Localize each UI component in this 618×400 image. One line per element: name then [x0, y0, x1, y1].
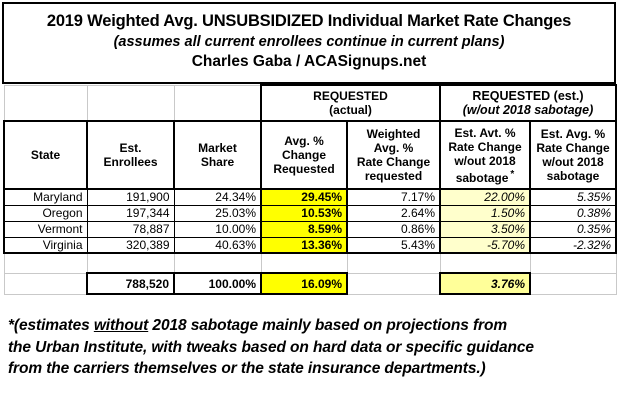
col-header-market-share: Market Share — [173, 120, 262, 190]
col-header-est-avg: Est. Avg. % Rate Change w/out 2018 sabot… — [529, 120, 617, 190]
cell-enrollees: 191,900 — [86, 188, 175, 206]
footnote-asterisk: * — [510, 168, 515, 180]
blank-cell — [173, 252, 262, 274]
cell-weighted-avg-requested: 5.43% — [346, 236, 441, 254]
blank-cell — [346, 252, 441, 274]
cell-est-avg: 0.38% — [529, 204, 617, 222]
total-market-share: 100.00% — [173, 272, 262, 295]
blank-cell — [86, 252, 175, 274]
cell-avg-change-requested: 29.45% — [260, 188, 348, 206]
cell-weighted-avg-requested: 7.17% — [346, 188, 441, 206]
table-row-virginia: Virginia 320,389 40.63% 13.36% 5.43% -5.… — [3, 236, 617, 254]
blank-cell — [3, 252, 88, 274]
page-subtitle: (assumes all current enrollees continue … — [113, 34, 505, 50]
cell-est-avt: 22.00% — [439, 188, 531, 206]
total-avg-change-requested: 16.09% — [260, 272, 348, 295]
col-header-state: State — [3, 120, 88, 190]
cell-avg-change-requested: 13.36% — [260, 236, 348, 254]
blank-cell — [529, 272, 617, 295]
footnote-rest: 2018 sabotage mainly based on projection… — [8, 317, 534, 377]
cell-market-share: 10.00% — [173, 220, 262, 238]
rate-change-table: REQUESTED (actual) REQUESTED (est.) (w/o… — [3, 84, 617, 295]
blank-cell — [3, 272, 88, 295]
col-header-enrollees: Est. Enrollees — [86, 120, 175, 190]
blank-cell — [529, 252, 617, 274]
footnote-underlined-word: without — [93, 317, 149, 334]
cell-est-avg: 0.35% — [529, 220, 617, 238]
cell-enrollees: 197,344 — [86, 204, 175, 222]
group-header-requested-est: REQUESTED (est.) (w/out 2018 sabotage) — [439, 84, 617, 122]
spacer-row — [3, 252, 617, 274]
byline: Charles Gaba / ACASignups.net — [191, 53, 427, 70]
cell-state: Virginia — [3, 236, 88, 254]
cell-market-share: 40.63% — [173, 236, 262, 254]
group-header-requested-actual: REQUESTED (actual) — [260, 84, 441, 122]
cell-state: Maryland — [3, 188, 88, 206]
cell-weighted-avg-requested: 0.86% — [346, 220, 441, 238]
footnote: *(estimates without 2018 sabotage mainly… — [8, 315, 614, 380]
group-header-requested-est-line1: REQUESTED (est.) — [472, 89, 584, 103]
cell-state: Oregon — [3, 204, 88, 222]
column-header-row: State Est. Enrollees Market Share Avg. %… — [3, 120, 617, 190]
total-enrollees: 788,520 — [86, 272, 175, 295]
cell-est-avt: 1.50% — [439, 204, 531, 222]
table-row-maryland: Maryland 191,900 24.34% 29.45% 7.17% 22.… — [3, 188, 617, 206]
blank-cell — [439, 252, 531, 274]
blank-cell — [3, 84, 88, 122]
col-header-avg-change-requested: Avg. % Change Requested — [260, 120, 348, 190]
cell-enrollees: 78,887 — [86, 220, 175, 238]
table-row-vermont: Vermont 78,887 10.00% 8.59% 0.86% 3.50% … — [3, 220, 617, 238]
total-est-avt: 3.76% — [439, 272, 531, 295]
total-row: 788,520 100.00% 16.09% 3.76% — [3, 272, 617, 295]
cell-est-avg: 5.35% — [529, 188, 617, 206]
col-header-weighted-avg-requested: Weighted Avg. % Rate Change requested — [346, 120, 441, 190]
col-header-est-avt: Est. Avt. % Rate Change w/out 2018 sabot… — [439, 120, 531, 190]
cell-enrollees: 320,389 — [86, 236, 175, 254]
table-row-oregon: Oregon 197,344 25.03% 10.53% 2.64% 1.50%… — [3, 204, 617, 222]
cell-market-share: 25.03% — [173, 204, 262, 222]
blank-cell — [86, 84, 175, 122]
page-title: 2019 Weighted Avg. UNSUBSIDIZED Individu… — [46, 12, 572, 30]
blank-cell — [173, 84, 262, 122]
cell-weighted-avg-requested: 2.64% — [346, 204, 441, 222]
cell-market-share: 24.34% — [173, 188, 262, 206]
blank-cell — [260, 252, 348, 274]
cell-est-avt: 3.50% — [439, 220, 531, 238]
cell-avg-change-requested: 8.59% — [260, 220, 348, 238]
cell-state: Vermont — [3, 220, 88, 238]
blank-cell — [346, 272, 441, 295]
group-header-row: REQUESTED (actual) REQUESTED (est.) (w/o… — [3, 84, 617, 122]
cell-avg-change-requested: 10.53% — [260, 204, 348, 222]
cell-est-avg: -2.32% — [529, 236, 617, 254]
group-header-requested-est-line2: (w/out 2018 sabotage) — [462, 103, 594, 117]
col-header-est-avt-label: Est. Avt. % Rate Change w/out 2018 sabot… — [448, 125, 522, 185]
title-box: 2019 Weighted Avg. UNSUBSIDIZED Individu… — [2, 2, 616, 84]
footnote-pre: *(estimates — [8, 317, 94, 334]
cell-est-avt: -5.70% — [439, 236, 531, 254]
